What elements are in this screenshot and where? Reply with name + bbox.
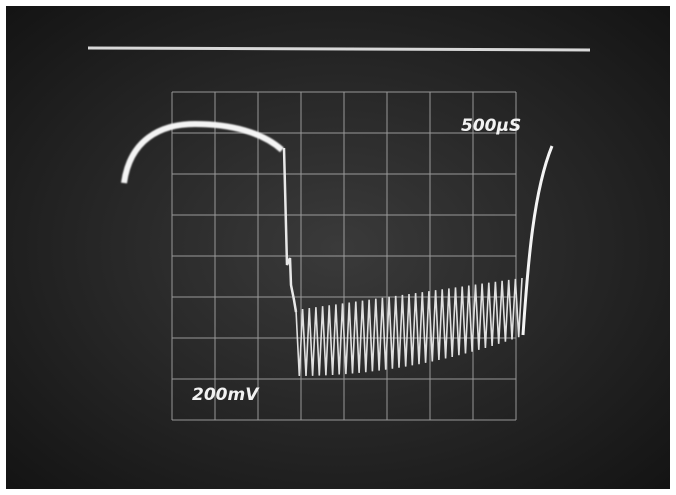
screen xyxy=(6,6,670,489)
page: 500µS 200mV (() => { const data = JSON.p… xyxy=(0,0,676,495)
timebase-label: 500µS xyxy=(461,116,521,136)
voltage-label: 200mV xyxy=(192,385,260,405)
oscilloscope-photo: 500µS 200mV xyxy=(0,0,676,495)
top-bezel-line xyxy=(88,48,590,50)
